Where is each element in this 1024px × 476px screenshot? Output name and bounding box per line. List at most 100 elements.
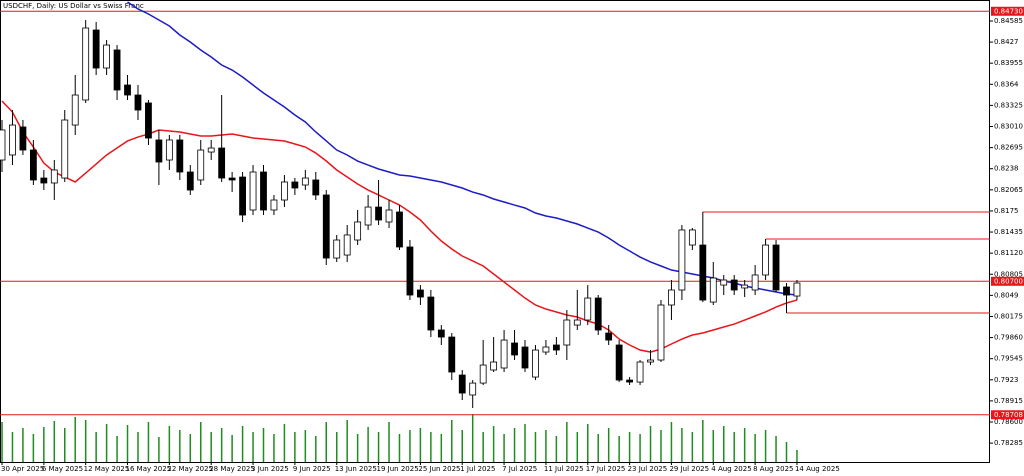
volume-bar (398, 434, 401, 462)
candle-body (218, 147, 226, 179)
y-tick-label: 0.81435 (994, 228, 1023, 236)
candle-body (793, 282, 801, 297)
candle-body (82, 27, 90, 101)
x-tick-label: 22 May 2025 (167, 465, 213, 473)
volume-bar (273, 434, 275, 462)
candle-body (552, 344, 560, 351)
volume-bar (743, 428, 746, 462)
candle-body (678, 229, 686, 291)
volume-bar (210, 432, 212, 462)
volume-bar (220, 428, 223, 462)
candle-body (469, 382, 477, 396)
candle-body (772, 244, 780, 291)
x-tick-label: 8 Aug 2025 (753, 465, 793, 473)
volume-bar (1, 422, 3, 462)
volume-bar (189, 434, 192, 462)
candle-body (751, 274, 759, 291)
volume-bar (670, 422, 673, 462)
volume-bar (158, 437, 160, 462)
volume-bar (356, 434, 359, 462)
candle-body (92, 29, 100, 69)
y-tick-label: 0.79545 (994, 355, 1023, 363)
candle-body (343, 234, 351, 256)
level-label: 0.78708 (994, 411, 1023, 419)
y-tick-label: 0.80805 (994, 270, 1023, 278)
volume-bar (555, 436, 558, 462)
volume-bar (471, 414, 474, 462)
candle-body (437, 329, 445, 338)
candle-body (741, 284, 749, 289)
candle-body (783, 286, 790, 296)
candle-body (291, 181, 299, 189)
candle-body (762, 244, 769, 276)
volume-bar (388, 422, 390, 462)
volume-bar (283, 424, 286, 462)
candle-body (709, 277, 717, 303)
volume-bar (53, 421, 56, 462)
candle-body (657, 304, 665, 361)
volume-bar (409, 430, 411, 462)
candle-body (61, 119, 69, 179)
volume-bar (587, 424, 589, 462)
moving-average (127, 1, 798, 296)
candle-body (155, 139, 163, 163)
volume-bar (74, 417, 76, 462)
candle-body (416, 289, 424, 298)
candle-body (134, 94, 142, 111)
volume-bar (105, 424, 108, 462)
volume-bar (785, 442, 788, 462)
candle-body (333, 239, 341, 259)
volume-bar (691, 432, 694, 462)
volume-bar (649, 426, 652, 462)
candle-body (9, 124, 16, 156)
y-tick-label: 0.8049 (994, 291, 1019, 299)
candle-body (186, 171, 194, 191)
volume-bar (231, 435, 233, 462)
candle-body (511, 342, 518, 356)
candle-body (301, 177, 309, 186)
volume-bar (712, 430, 715, 462)
volume-bar (168, 426, 171, 462)
candle-body (458, 374, 466, 394)
volume-bar (43, 427, 45, 462)
y-tick-label: 0.8238 (994, 165, 1019, 173)
volume-bar (524, 424, 526, 462)
candle-body (197, 149, 205, 181)
level-label: 0.80700 (994, 277, 1023, 285)
candle-body (239, 176, 246, 216)
volume-bar (628, 432, 631, 462)
volume-bar (545, 430, 547, 462)
candle-body (688, 229, 696, 246)
volume-bar (199, 422, 202, 462)
y-tick-label: 0.7923 (994, 376, 1019, 384)
level-label-box (991, 410, 1024, 420)
volume-bar (262, 428, 265, 462)
candle-body (532, 349, 539, 378)
volume-bar (179, 430, 181, 462)
volume-bar (147, 422, 150, 462)
volume-bar (346, 420, 348, 462)
volume-bar (11, 432, 14, 462)
volume-bar (84, 420, 87, 462)
volume-bar (754, 434, 756, 462)
volume-bar (566, 422, 568, 462)
volume-bar (430, 432, 432, 462)
y-tick-label: 0.82065 (994, 186, 1023, 194)
candle-body (228, 177, 236, 181)
x-tick-label: 23 Jul 2025 (628, 465, 668, 473)
volume-bar (639, 434, 641, 462)
volume-bar (796, 450, 798, 462)
volume-bar (576, 432, 579, 462)
candle-body (249, 171, 257, 211)
y-tick-label: 0.84585 (994, 17, 1023, 25)
x-tick-label: 17 Jul 2025 (586, 465, 626, 473)
candle-body (260, 171, 267, 211)
candle-body (385, 209, 393, 223)
candle-body (103, 44, 110, 69)
x-tick-label: 1 Jul 2025 (460, 465, 495, 473)
volume-bar (482, 432, 484, 462)
y-tick-label: 0.78600 (994, 418, 1023, 426)
volume-bar (733, 432, 735, 462)
volume-bar (775, 436, 777, 462)
